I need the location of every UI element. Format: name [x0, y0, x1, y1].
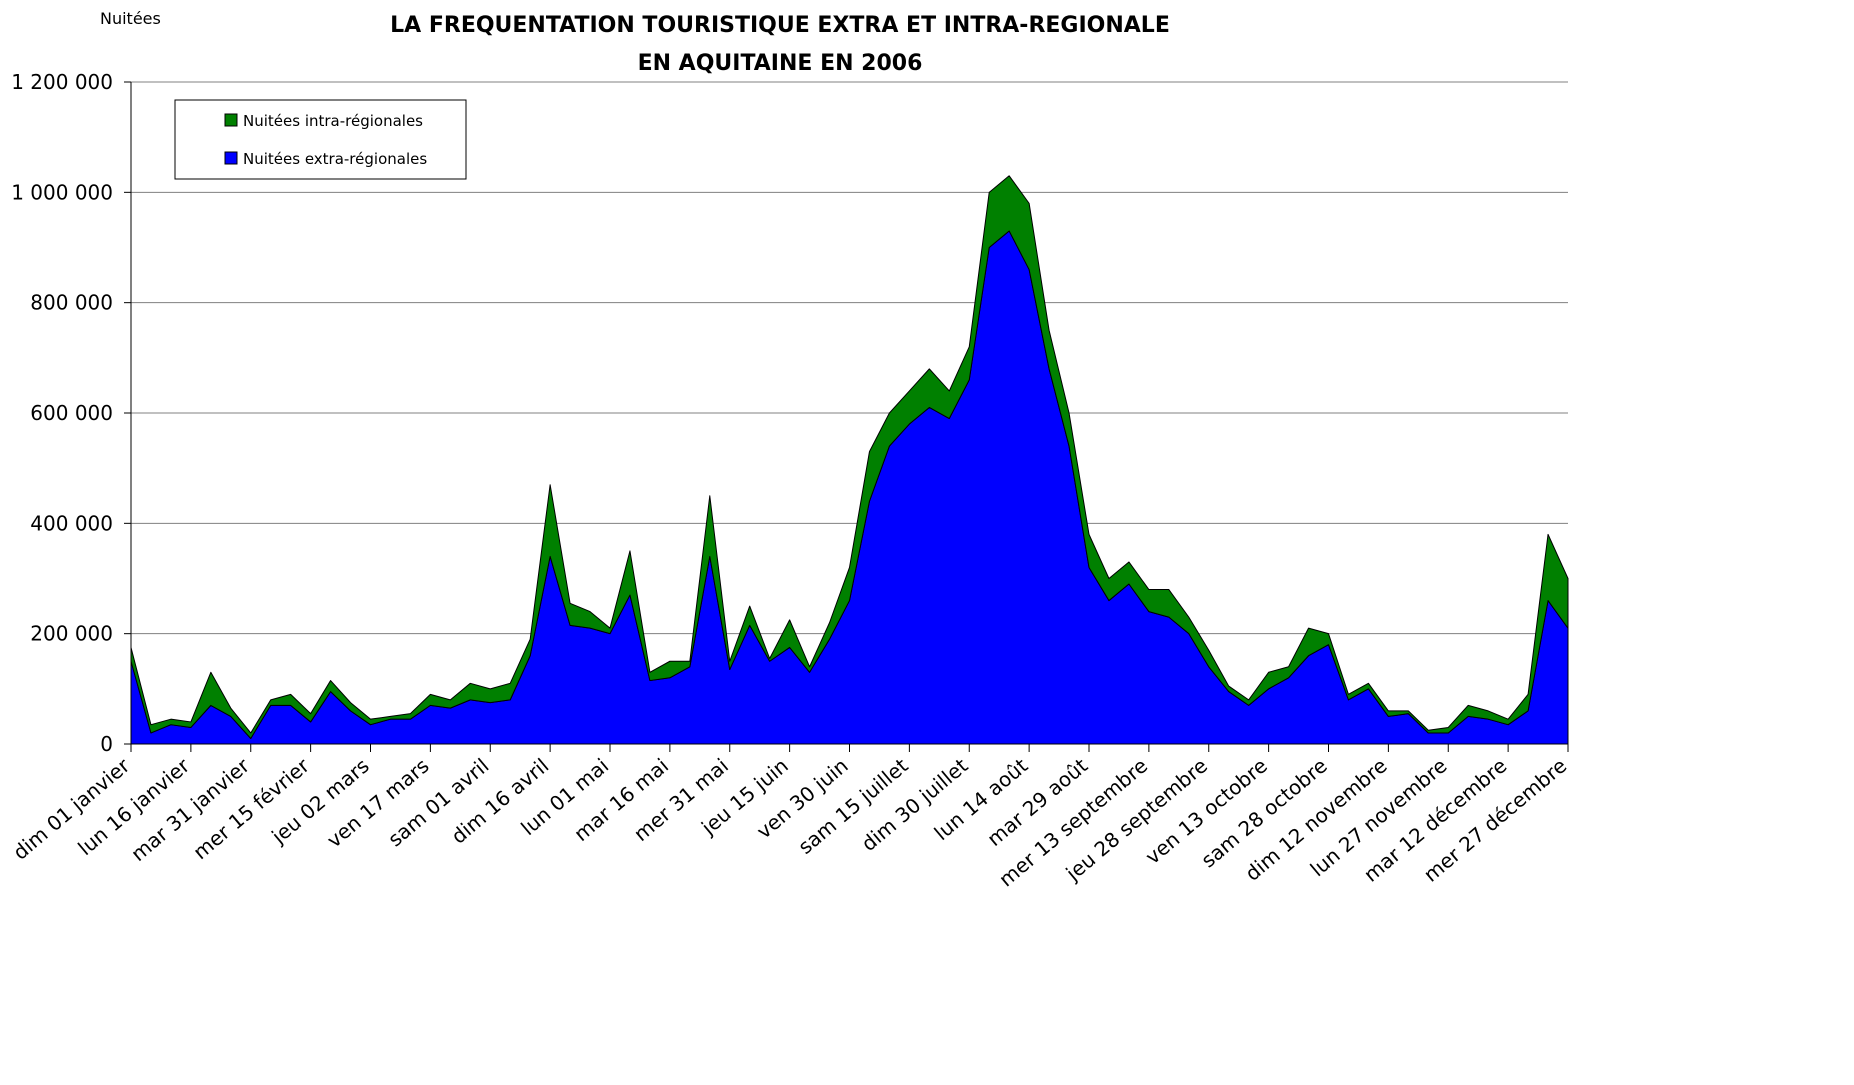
- legend-label: Nuitées extra-régionales: [243, 150, 427, 168]
- y-tick-label: 200 000: [30, 622, 113, 646]
- y-tick-label: 0: [100, 732, 113, 756]
- y-tick-label: 1 000 000: [11, 180, 113, 204]
- chart-title: EN AQUITAINE EN 2006: [638, 51, 923, 76]
- legend-swatch: [224, 113, 238, 127]
- y-tick-label: 1 200 000: [11, 70, 113, 94]
- chart-title: LA FREQUENTATION TOURISTIQUE EXTRA ET IN…: [390, 13, 1170, 38]
- legend-box: [174, 99, 467, 180]
- area: [130, 175, 1569, 739]
- legend-swatch: [224, 151, 238, 165]
- y-tick-label: 600 000: [30, 401, 113, 425]
- x-tick-label: ven 17 mars: [322, 753, 433, 852]
- y-axis-label: Nuitées: [100, 9, 161, 28]
- area: [130, 230, 1569, 745]
- legend-label: Nuitées intra-régionales: [243, 112, 423, 130]
- y-tick-label: 800 000: [30, 291, 113, 315]
- y-tick-label: 400 000: [30, 511, 113, 535]
